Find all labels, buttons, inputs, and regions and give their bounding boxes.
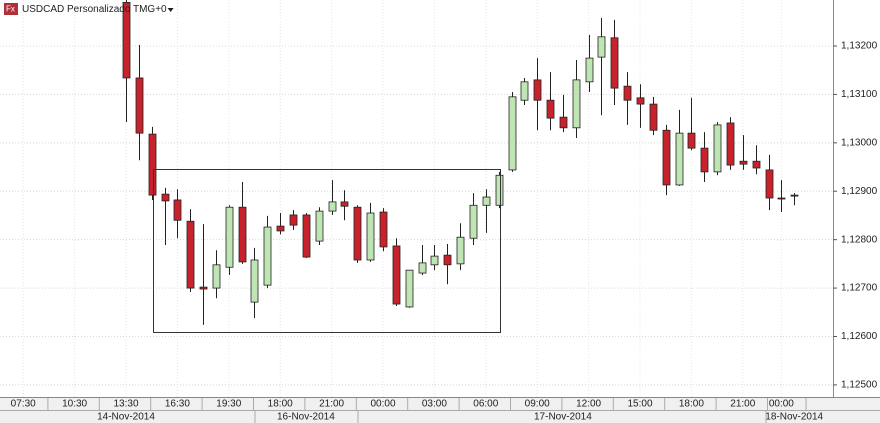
dropdown-arrow[interactable] — [167, 8, 174, 12]
y-tick-label: 1,13000 — [841, 137, 878, 148]
candle-body — [533, 79, 542, 101]
candle-body — [585, 57, 594, 83]
y-tick-label: 1,12500 — [841, 380, 878, 391]
candle-body — [250, 259, 259, 303]
y-tick-label: 1,12600 — [841, 331, 878, 342]
fx-icon-text: Fx — [6, 5, 15, 14]
y-tick-label: 1,13200 — [841, 41, 878, 52]
candles — [122, 0, 799, 325]
candle-body — [315, 210, 324, 242]
candle-body — [520, 81, 529, 101]
candle-body — [495, 174, 504, 206]
x-tick-label: 10:30 — [62, 399, 87, 410]
candle-body — [263, 226, 272, 286]
candle-body — [392, 245, 401, 305]
candle-body — [508, 96, 517, 171]
candle-body — [572, 79, 581, 129]
candle-body — [186, 220, 195, 289]
candle-body — [546, 99, 555, 119]
grid — [0, 0, 833, 397]
x-tick-label: 12:00 — [576, 399, 601, 410]
x-tick-label: 00:00 — [769, 399, 794, 410]
candle-body — [199, 286, 208, 290]
candle-body — [456, 236, 465, 265]
candle-body — [161, 193, 170, 202]
candle-body — [289, 214, 298, 226]
x-tick-label: 07:30 — [11, 399, 36, 410]
x-tick-label: 09:00 — [525, 399, 550, 410]
x-tick-label: 03:00 — [422, 399, 447, 410]
candle-body — [328, 201, 337, 212]
annotation-box — [153, 169, 501, 333]
date-label: 18-Nov-2014 — [765, 412, 823, 423]
candle-body — [482, 196, 491, 206]
candle-body — [765, 169, 774, 199]
candle-body — [340, 201, 349, 207]
candle-body — [790, 194, 799, 197]
y-tick-label: 1,12900 — [841, 186, 878, 197]
candle-body — [739, 160, 748, 165]
candle-body — [713, 124, 722, 173]
candle-body — [597, 36, 606, 58]
x-tick-label: 21:00 — [319, 399, 344, 410]
candle-body — [405, 269, 414, 308]
candle-body — [469, 204, 478, 239]
candle-body — [777, 197, 786, 200]
candle-body — [148, 133, 157, 196]
x-tick-label: 15:00 — [627, 399, 652, 410]
candle-body — [379, 211, 388, 248]
x-tick-label: 00:00 — [370, 399, 395, 410]
candle-body — [623, 85, 632, 101]
candle-body — [752, 160, 761, 169]
y-tick-label: 1,13100 — [841, 89, 878, 100]
date-label: 14-Nov-2014 — [97, 412, 155, 423]
candle-body — [353, 206, 362, 261]
candle-body — [610, 37, 619, 89]
x-tick-label: 19:30 — [216, 399, 241, 410]
candle-body — [675, 132, 684, 186]
candle-body — [135, 77, 144, 134]
y-tick-label: 1,12700 — [841, 283, 878, 294]
candle-body — [418, 262, 427, 274]
candle-body — [726, 122, 735, 166]
candle-body — [212, 264, 221, 289]
candle-body — [649, 103, 658, 131]
chart-title: USDCAD Personalizado TMG+0 — [22, 4, 167, 15]
candle-body — [636, 97, 645, 105]
y-tick-label: 1,12800 — [841, 234, 878, 245]
candle-body — [662, 129, 671, 186]
candle-body — [559, 116, 568, 129]
x-tick-label: 21:00 — [730, 399, 755, 410]
x-tick-label: 06:00 — [473, 399, 498, 410]
x-tick-label: 13:30 — [113, 399, 138, 410]
x-tick-label: 16:30 — [165, 399, 190, 410]
candle-body — [122, 2, 131, 79]
candle-body — [430, 255, 439, 266]
candle-body — [366, 212, 375, 261]
candle-body — [700, 147, 709, 173]
x-tick-label: 18:00 — [268, 399, 293, 410]
candle-body — [302, 214, 311, 258]
candle-body — [173, 199, 182, 221]
candle-body — [443, 254, 452, 266]
date-label: 16-Nov-2014 — [277, 412, 335, 423]
date-label: 17-Nov-2014 — [534, 412, 592, 423]
fx-icon — [4, 3, 18, 15]
candle-body — [225, 206, 234, 268]
candle-body — [687, 132, 696, 149]
x-tick-label: 18:00 — [679, 399, 704, 410]
candle-body — [238, 206, 247, 263]
candle-body — [276, 225, 285, 232]
